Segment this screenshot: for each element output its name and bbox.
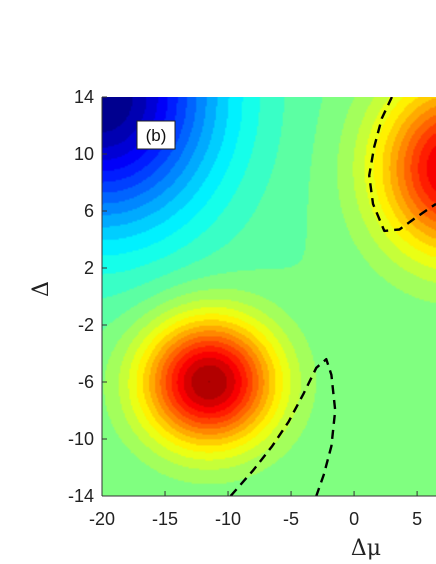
- x-tick-label: 0: [349, 509, 359, 529]
- y-tick-label: -10: [68, 429, 94, 449]
- panel-label-box: [136, 120, 176, 150]
- labels-layer: (b) Δμ Δ: [29, 120, 381, 561]
- x-tick-label: -15: [152, 509, 178, 529]
- y-tick-label: -14: [68, 486, 94, 506]
- y-tick-label: -2: [78, 315, 94, 335]
- panel-label: (b): [146, 126, 167, 145]
- x-tick-label: 5: [412, 509, 422, 529]
- x-tick-label: -20: [89, 509, 115, 529]
- y-tick-label: 6: [84, 201, 94, 221]
- axes-layer: -20 -15 -10 -5 0 5 -14 -10 -6 -2 2 6 10 14: [68, 87, 436, 529]
- y-tick-label: -6: [78, 372, 94, 392]
- x-axis-label: Δμ: [351, 536, 381, 561]
- plot-area: [102, 97, 436, 496]
- heatmap-field: [102, 97, 436, 496]
- x-tick-label: -10: [215, 509, 241, 529]
- y-tick-label: 2: [84, 258, 94, 278]
- y-tick-label: 14: [74, 87, 94, 107]
- x-tick-label: -5: [283, 509, 299, 529]
- dashed-contour-2: [368, 97, 436, 233]
- y-axis-label: Δ: [29, 281, 54, 297]
- y-tick-label: 10: [74, 144, 94, 164]
- contour-layer: [229, 97, 436, 496]
- dashed-contour-1: [229, 358, 337, 496]
